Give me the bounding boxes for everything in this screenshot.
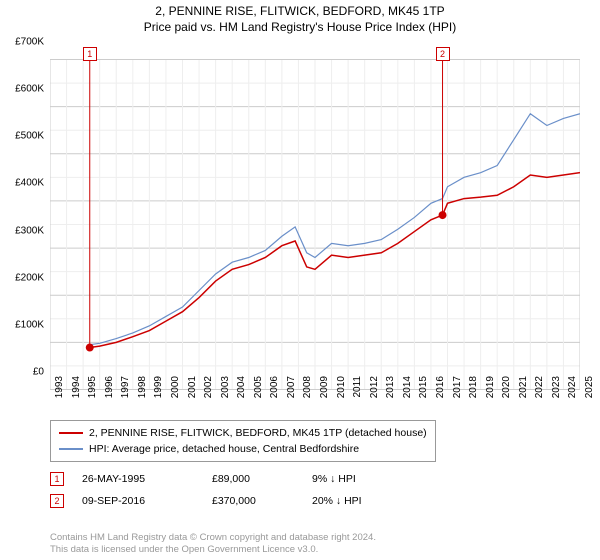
transaction-date: 26-MAY-1995 <box>82 473 212 485</box>
x-tick-label: 2017 <box>452 376 463 406</box>
transaction-marker: 2 <box>50 494 64 508</box>
y-axis: £0£100K£200K£300K£400K£500K£600K£700K <box>0 42 48 372</box>
x-tick-label: 2011 <box>352 376 363 406</box>
x-tick-label: 2023 <box>551 376 562 406</box>
chart-svg <box>50 42 580 412</box>
y-tick-label: £100K <box>15 319 44 330</box>
chart-title-block: 2, PENNINE RISE, FLITWICK, BEDFORD, MK45… <box>0 0 600 34</box>
transaction-row: 2 09-SEP-2016£370,00020% ↓ HPI <box>50 490 580 512</box>
legend-item: HPI: Average price, detached house, Cent… <box>59 441 427 457</box>
x-tick-label: 2001 <box>187 376 198 406</box>
y-tick-label: £600K <box>15 84 44 95</box>
x-tick-label: 1998 <box>137 376 148 406</box>
x-tick-label: 1997 <box>120 376 131 406</box>
x-tick-label: 2024 <box>567 376 578 406</box>
footer: Contains HM Land Registry data © Crown c… <box>50 532 580 556</box>
x-tick-label: 2007 <box>286 376 297 406</box>
transaction-date: 09-SEP-2016 <box>82 495 212 507</box>
x-tick-label: 2009 <box>319 376 330 406</box>
y-tick-label: £400K <box>15 178 44 189</box>
x-tick-label: 1996 <box>104 376 115 406</box>
footer-line-2: This data is licensed under the Open Gov… <box>50 544 580 556</box>
x-tick-label: 2018 <box>468 376 479 406</box>
y-tick-label: £200K <box>15 272 44 283</box>
legend-label: 2, PENNINE RISE, FLITWICK, BEDFORD, MK45… <box>89 427 427 439</box>
x-tick-label: 2015 <box>418 376 429 406</box>
x-tick-label: 1999 <box>153 376 164 406</box>
y-tick-label: £700K <box>15 37 44 48</box>
y-tick-label: £0 <box>33 367 44 378</box>
chart-plot-area <box>50 42 580 412</box>
transaction-diff: 20% ↓ HPI <box>312 495 462 507</box>
x-tick-label: 2021 <box>518 376 529 406</box>
transaction-marker: 1 <box>50 472 64 486</box>
legend-label: HPI: Average price, detached house, Cent… <box>89 443 359 455</box>
x-axis: 1993 1994 1995 1996 1997 1998 1999 2000 2001 2002… <box>50 376 580 416</box>
x-tick-label: 2006 <box>269 376 280 406</box>
legend: 2, PENNINE RISE, FLITWICK, BEDFORD, MK45… <box>50 420 580 462</box>
x-tick-label: 2010 <box>336 376 347 406</box>
x-tick-label: 2025 <box>584 376 595 406</box>
footer-line-1: Contains HM Land Registry data © Crown c… <box>50 532 580 544</box>
x-tick-label: 2019 <box>485 376 496 406</box>
x-tick-label: 2014 <box>402 376 413 406</box>
transaction-row: 1 26-MAY-1995£89,0009% ↓ HPI <box>50 468 580 490</box>
x-tick-label: 1993 <box>54 376 65 406</box>
x-tick-label: 2016 <box>435 376 446 406</box>
chart-callout-2: 2 <box>436 47 450 61</box>
x-tick-label: 2013 <box>385 376 396 406</box>
chart-title-sub: Price paid vs. HM Land Registry's House … <box>0 20 600 34</box>
x-tick-label: 1994 <box>71 376 82 406</box>
transaction-diff: 9% ↓ HPI <box>312 473 462 485</box>
chart-callout-1: 1 <box>83 47 97 61</box>
legend-swatch <box>59 432 83 434</box>
y-tick-label: £500K <box>15 131 44 142</box>
x-tick-label: 2005 <box>253 376 264 406</box>
x-tick-label: 2003 <box>220 376 231 406</box>
x-tick-label: 2002 <box>203 376 214 406</box>
transaction-price: £370,000 <box>212 495 312 507</box>
x-tick-label: 2004 <box>236 376 247 406</box>
legend-box: 2, PENNINE RISE, FLITWICK, BEDFORD, MK45… <box>50 420 436 462</box>
x-tick-label: 1995 <box>87 376 98 406</box>
legend-item: 2, PENNINE RISE, FLITWICK, BEDFORD, MK45… <box>59 425 427 441</box>
x-tick-label: 2008 <box>302 376 313 406</box>
x-tick-label: 2000 <box>170 376 181 406</box>
chart-title-main: 2, PENNINE RISE, FLITWICK, BEDFORD, MK45… <box>0 4 600 18</box>
transaction-table: 1 26-MAY-1995£89,0009% ↓ HPI 2 09-SEP-2016£… <box>50 468 580 512</box>
x-tick-label: 2020 <box>501 376 512 406</box>
transaction-price: £89,000 <box>212 473 312 485</box>
legend-swatch <box>59 448 83 450</box>
x-tick-label: 2012 <box>369 376 380 406</box>
x-tick-label: 2022 <box>534 376 545 406</box>
y-tick-label: £300K <box>15 225 44 236</box>
